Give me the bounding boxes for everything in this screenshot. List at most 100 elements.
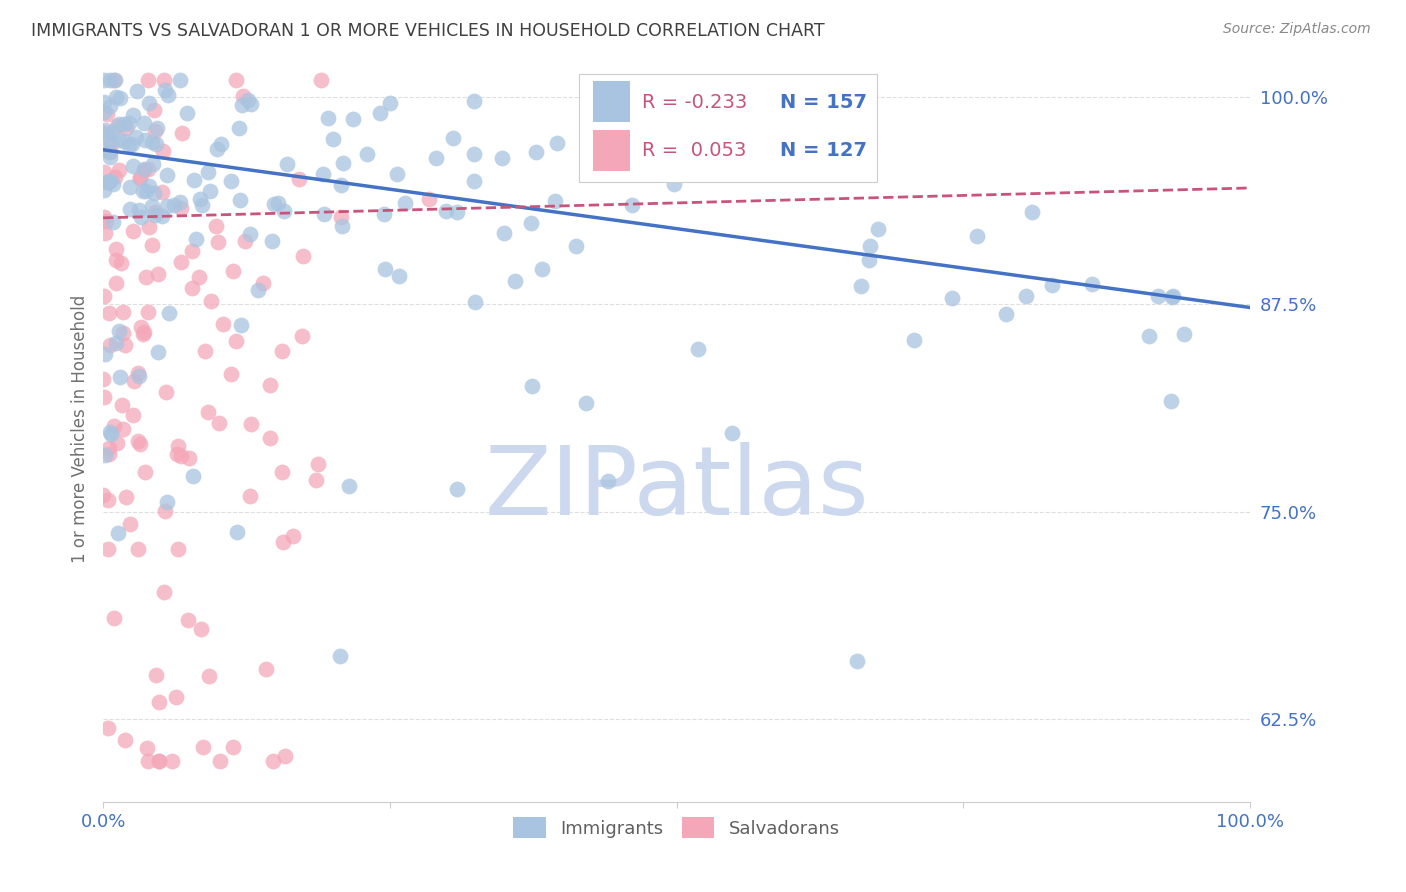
Point [494,226,516,240]
Point [166,439,188,453]
Point [138,220,160,235]
Point [544,194,567,208]
Point [104,253,127,268]
Point [1160,393,1182,408]
Text: ZIPatlas: ZIPatlas [484,442,869,535]
Point [125,130,148,145]
Point [93,390,115,404]
Point [374,261,396,276]
Point [329,210,352,224]
Point [163,198,186,212]
Point [104,276,127,290]
Point [145,136,167,151]
Point [129,210,152,224]
Point [228,120,250,135]
Point [155,168,177,182]
Point [122,108,145,122]
Point [146,345,169,359]
Point [179,450,201,465]
Point [143,103,166,117]
Point [136,161,159,176]
Point [197,165,219,179]
Point [98,174,121,188]
Point [219,368,242,382]
Point [378,95,401,110]
Point [194,343,217,358]
Point [271,343,294,358]
Point [94,347,117,361]
Point [160,754,183,768]
Point [156,495,179,509]
Point [370,105,392,120]
Point [181,280,204,294]
Point [96,214,118,228]
Legend: Immigrants, Salvadorans: Immigrants, Salvadorans [506,810,846,846]
Point [100,99,122,113]
Point [200,294,222,309]
Point [141,156,163,170]
Point [322,132,344,146]
Point [108,163,131,178]
Point [1021,205,1043,219]
Point [124,375,146,389]
Point [441,130,464,145]
Point [135,269,157,284]
Point [309,73,332,87]
Point [108,91,131,105]
Point [118,138,141,153]
Point [132,327,155,342]
Point [128,202,150,217]
Point [118,179,141,194]
Point [288,172,311,186]
Point [239,97,262,112]
Point [136,741,159,756]
Point [198,184,221,198]
Point [108,118,131,132]
Text: N = 157: N = 157 [780,93,866,112]
Point [225,73,247,87]
Point [188,269,211,284]
Point [153,504,176,518]
Point [104,242,127,256]
Point [263,196,285,211]
Point [356,147,378,161]
Point [688,342,710,356]
Point [859,238,882,252]
Point [141,199,163,213]
Point [183,173,205,187]
Point [434,203,457,218]
Point [153,73,176,87]
Point [91,372,114,386]
Point [157,87,180,102]
Point [146,267,169,281]
Point [156,199,179,213]
Point [177,614,200,628]
Point [941,291,963,305]
Point [866,221,889,235]
Point [463,147,485,161]
Point [107,526,129,541]
Point [94,448,117,462]
Point [209,754,232,768]
Point [191,198,214,212]
Point [97,493,120,508]
Point [226,525,249,540]
Point [169,195,191,210]
Point [291,329,314,343]
Point [190,622,212,636]
Point [1161,290,1184,304]
Point [342,112,364,127]
Point [330,178,353,192]
Point [233,234,256,248]
Point [225,334,247,348]
Point [721,425,744,440]
Point [93,164,115,178]
Point [197,405,219,419]
Point [491,151,513,165]
Point [97,541,120,556]
Point [166,447,188,461]
Point [446,205,468,219]
Point [105,335,128,350]
Point [305,473,328,487]
Point [207,235,229,250]
